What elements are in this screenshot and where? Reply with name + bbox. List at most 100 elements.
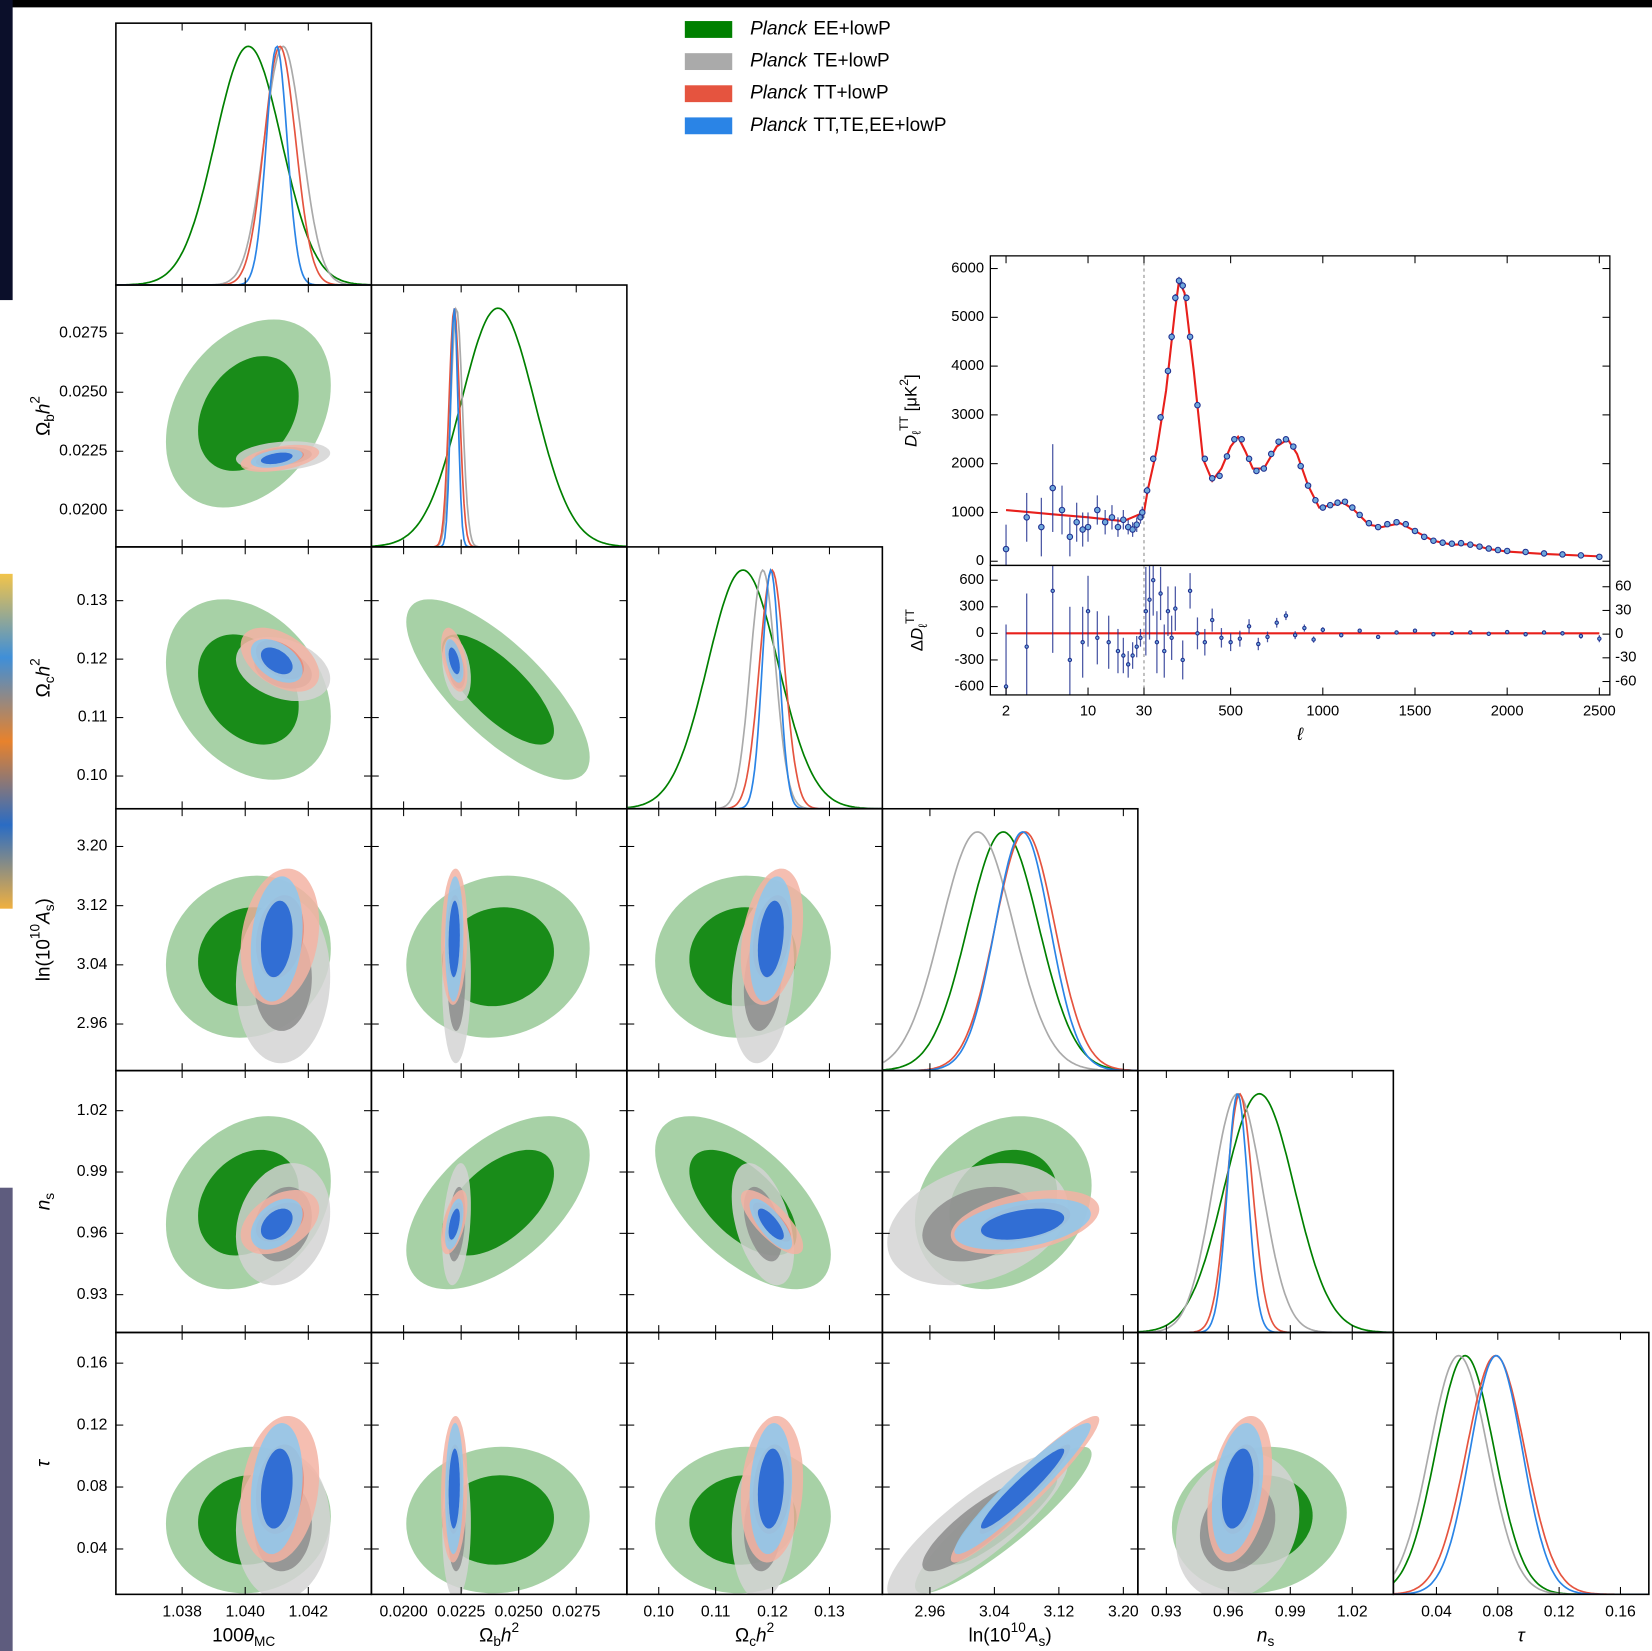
y-tick-label: 0.96 (77, 1225, 108, 1242)
data-point (1284, 614, 1287, 617)
data-point (1187, 334, 1192, 339)
y-tick-label: 300 (959, 599, 984, 615)
legend-label-part: Planck (750, 18, 808, 39)
legend-label-part: Planck (750, 115, 808, 136)
data-point (1291, 444, 1296, 449)
data-point (1176, 278, 1181, 283)
data-point (1357, 512, 1362, 517)
data-point (1468, 542, 1473, 547)
data-point (1449, 541, 1454, 546)
data-point (1107, 641, 1110, 644)
y-tick-label: 0.0275 (59, 324, 108, 341)
label-part: Ω (735, 1625, 749, 1646)
data-point (1158, 415, 1163, 420)
legend-swatch (685, 21, 732, 38)
x-tick-label: 1.02 (1337, 1603, 1368, 1620)
y-tick-label: 0.0225 (59, 442, 108, 459)
data-point (1320, 505, 1325, 510)
data-point (1102, 519, 1107, 524)
label-part: 10 (27, 924, 42, 940)
data-point (1276, 439, 1281, 444)
label-part: A (33, 911, 54, 925)
legend-label-part: TE+lowP (813, 51, 889, 72)
y-tick-label: 3.20 (77, 838, 108, 855)
data-point (1152, 579, 1155, 582)
x-tick-label: 3.20 (1108, 1603, 1139, 1620)
data-point (1122, 654, 1125, 657)
data-point (1109, 515, 1114, 520)
y-tick-label: 3.12 (77, 897, 108, 914)
data-point (1086, 610, 1089, 613)
data-point (1025, 645, 1028, 648)
x-tick-label: 0.96 (1213, 1603, 1244, 1620)
data-point (1080, 527, 1085, 532)
label-part: τ (33, 1458, 54, 1467)
data-point (1155, 641, 1158, 644)
data-point (1342, 499, 1347, 504)
y-tick-label: 3000 (951, 407, 984, 423)
x-tick-label: 3.04 (979, 1603, 1010, 1620)
legend-label: PlanckTT,TE,EE+lowP (750, 115, 946, 136)
data-point (1266, 635, 1269, 638)
side-image-sky (0, 0, 13, 300)
label-part: 2 (27, 396, 42, 404)
data-point (1131, 654, 1134, 657)
data-point (1068, 658, 1071, 661)
data-point (1165, 368, 1170, 373)
data-point (1202, 456, 1207, 461)
data-point (1450, 631, 1453, 634)
data-point (1148, 598, 1151, 601)
x-tick-label: 0.12 (1544, 1603, 1575, 1620)
data-point (1257, 642, 1260, 645)
label-part: MC (254, 1634, 275, 1649)
label-part: TT (903, 609, 917, 624)
data-point (1335, 500, 1340, 505)
data-point (1059, 507, 1064, 512)
data-point (1541, 551, 1546, 556)
y-tick-label: 6000 (951, 260, 984, 276)
data-point (1195, 402, 1200, 407)
data-point (1247, 625, 1250, 628)
data-point (1312, 638, 1315, 641)
data-point (1366, 520, 1371, 525)
label-part: Ω (33, 422, 54, 436)
data-point (1293, 633, 1296, 636)
data-point (1224, 454, 1229, 459)
data-point (1173, 295, 1178, 300)
data-point (1074, 519, 1079, 524)
data-point (1321, 628, 1324, 631)
data-point (1067, 534, 1072, 539)
data-point (1196, 632, 1199, 635)
label-part: ln(10 (969, 1625, 1011, 1646)
legend-swatch (685, 117, 732, 134)
data-point (1140, 510, 1145, 515)
label-part: s (42, 1193, 57, 1200)
data-point (1268, 451, 1273, 456)
legend-label: PlanckTE+lowP (750, 51, 890, 72)
label-part: h (33, 404, 54, 415)
y-tick-label: -300 (955, 652, 985, 668)
data-point (1505, 630, 1508, 633)
label-part: ) (33, 898, 54, 904)
data-point (1174, 607, 1177, 610)
label-part: 2 (897, 379, 911, 386)
data-point (1127, 663, 1130, 666)
label-part: s (1267, 1634, 1274, 1649)
y2-tick-label: -60 (1615, 673, 1636, 689)
data-point (1170, 636, 1173, 639)
x-tick-label: 3.12 (1044, 1603, 1075, 1620)
label-part: s (42, 904, 57, 911)
data-point (1440, 540, 1445, 545)
y-tick-label: 3.04 (77, 956, 108, 973)
label-part: 10 (1011, 1620, 1027, 1635)
data-point (1144, 488, 1149, 493)
label-part: 2 (511, 1620, 519, 1635)
data-point (1239, 437, 1244, 442)
label-part: 100 (212, 1625, 244, 1646)
x-tick-label: 500 (1218, 704, 1243, 720)
label-part: h (756, 1625, 767, 1646)
data-point (1350, 505, 1355, 510)
data-point (1166, 610, 1169, 613)
x-tick-label: 1.042 (289, 1603, 329, 1620)
data-point (1298, 463, 1303, 468)
